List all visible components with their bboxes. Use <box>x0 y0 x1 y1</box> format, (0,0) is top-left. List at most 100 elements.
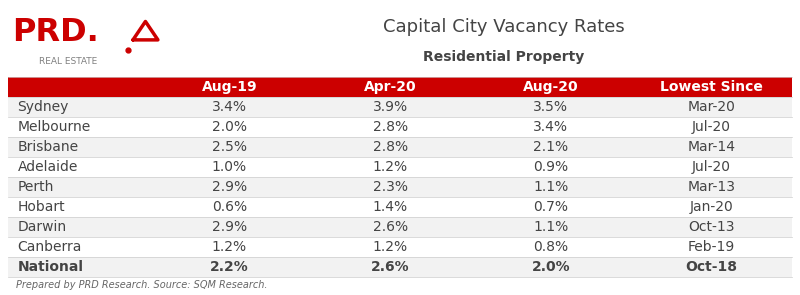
Text: Oct-18: Oct-18 <box>686 260 738 274</box>
Bar <box>149 257 310 277</box>
Bar <box>470 237 631 257</box>
Text: Oct-13: Oct-13 <box>688 220 735 234</box>
Text: 2.6%: 2.6% <box>373 220 408 234</box>
Bar <box>631 77 792 97</box>
Text: 1.2%: 1.2% <box>373 240 408 254</box>
Bar <box>8 137 149 157</box>
Bar <box>149 97 310 117</box>
Text: 1.1%: 1.1% <box>534 180 569 194</box>
Text: Apr-20: Apr-20 <box>364 80 417 94</box>
Bar <box>470 137 631 157</box>
Text: 2.3%: 2.3% <box>373 180 408 194</box>
Bar <box>310 97 470 117</box>
Text: REAL ESTATE: REAL ESTATE <box>39 57 98 65</box>
Bar <box>310 177 470 197</box>
Text: Capital City Vacancy Rates: Capital City Vacancy Rates <box>383 18 625 36</box>
Bar <box>470 217 631 237</box>
Bar <box>470 97 631 117</box>
Bar <box>631 257 792 277</box>
Bar <box>310 237 470 257</box>
Text: PRD.: PRD. <box>12 17 99 48</box>
Text: 1.2%: 1.2% <box>212 240 247 254</box>
Text: Aug-19: Aug-19 <box>202 80 258 94</box>
Text: 2.8%: 2.8% <box>373 140 408 154</box>
Text: National: National <box>18 260 83 274</box>
Bar <box>310 257 470 277</box>
Bar <box>149 77 310 97</box>
Bar <box>310 197 470 217</box>
Text: 2.6%: 2.6% <box>371 260 410 274</box>
Text: 1.2%: 1.2% <box>373 160 408 174</box>
Text: 0.9%: 0.9% <box>534 160 569 174</box>
Text: Jul-20: Jul-20 <box>692 120 731 134</box>
Text: 0.6%: 0.6% <box>212 200 247 214</box>
Bar <box>470 117 631 137</box>
Bar <box>149 117 310 137</box>
Bar <box>631 197 792 217</box>
Bar <box>8 117 149 137</box>
Text: Mar-20: Mar-20 <box>688 100 735 114</box>
Bar <box>149 197 310 217</box>
Bar <box>310 217 470 237</box>
Text: 2.9%: 2.9% <box>212 180 247 194</box>
Text: Brisbane: Brisbane <box>18 140 78 154</box>
Bar <box>8 77 149 97</box>
Text: Perth: Perth <box>18 180 54 194</box>
Bar <box>149 157 310 177</box>
Bar <box>149 137 310 157</box>
Text: 2.1%: 2.1% <box>534 140 569 154</box>
Text: 1.0%: 1.0% <box>212 160 247 174</box>
Bar <box>8 257 149 277</box>
Bar <box>631 217 792 237</box>
Bar <box>8 197 149 217</box>
Text: Feb-19: Feb-19 <box>688 240 735 254</box>
Bar <box>310 77 470 97</box>
Text: 1.4%: 1.4% <box>373 200 408 214</box>
Text: 2.5%: 2.5% <box>212 140 247 154</box>
Bar <box>8 217 149 237</box>
Bar <box>631 137 792 157</box>
Text: 1.1%: 1.1% <box>534 220 569 234</box>
Bar <box>8 177 149 197</box>
Text: Darwin: Darwin <box>18 220 66 234</box>
Text: Mar-13: Mar-13 <box>688 180 736 194</box>
Bar <box>149 237 310 257</box>
Bar <box>631 117 792 137</box>
Text: Residential Property: Residential Property <box>423 50 585 63</box>
Text: Melbourne: Melbourne <box>18 120 90 134</box>
Text: 3.4%: 3.4% <box>212 100 247 114</box>
Bar <box>470 197 631 217</box>
Text: Prepared by PRD Research. Source: SQM Research.: Prepared by PRD Research. Source: SQM Re… <box>16 280 267 290</box>
Text: 2.8%: 2.8% <box>373 120 408 134</box>
Text: Jul-20: Jul-20 <box>692 160 731 174</box>
Text: Mar-14: Mar-14 <box>688 140 736 154</box>
Bar <box>470 157 631 177</box>
Text: 0.8%: 0.8% <box>534 240 569 254</box>
Text: Hobart: Hobart <box>18 200 65 214</box>
Text: 2.0%: 2.0% <box>212 120 247 134</box>
Text: 0.7%: 0.7% <box>534 200 569 214</box>
Text: 2.0%: 2.0% <box>532 260 570 274</box>
Bar <box>8 97 149 117</box>
Text: 2.2%: 2.2% <box>210 260 249 274</box>
Bar <box>8 237 149 257</box>
Bar <box>631 177 792 197</box>
Bar <box>149 217 310 237</box>
Text: 2.9%: 2.9% <box>212 220 247 234</box>
Bar <box>310 137 470 157</box>
Text: Sydney: Sydney <box>18 100 69 114</box>
Text: 3.4%: 3.4% <box>534 120 569 134</box>
Text: 3.9%: 3.9% <box>373 100 408 114</box>
Text: Canberra: Canberra <box>18 240 82 254</box>
Bar <box>631 97 792 117</box>
Bar <box>149 177 310 197</box>
Text: Aug-20: Aug-20 <box>523 80 578 94</box>
Bar <box>631 157 792 177</box>
Bar <box>631 237 792 257</box>
Bar <box>470 257 631 277</box>
Bar <box>470 77 631 97</box>
Bar <box>310 117 470 137</box>
Text: Lowest Since: Lowest Since <box>660 80 763 94</box>
Bar <box>8 157 149 177</box>
Bar <box>470 177 631 197</box>
